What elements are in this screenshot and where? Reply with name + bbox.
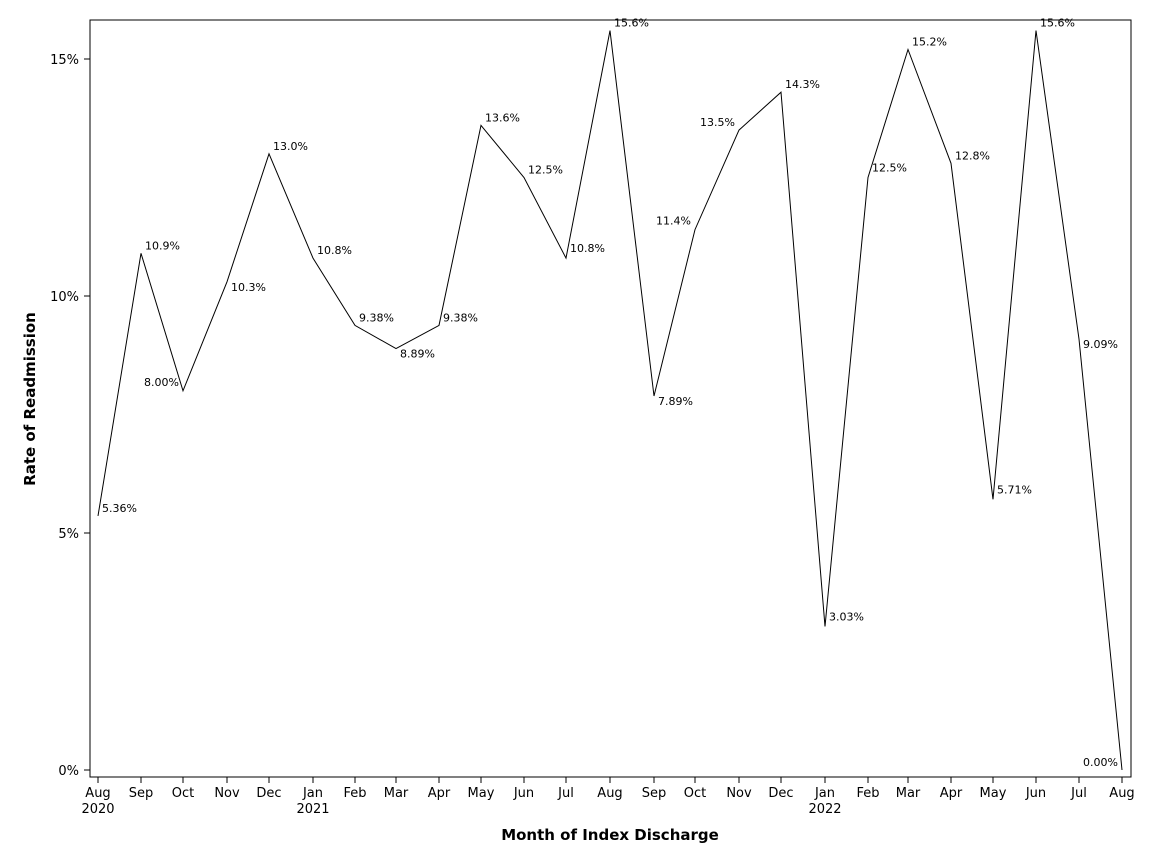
data-label: 13.6% — [485, 111, 520, 124]
x-tick-label: Jan — [814, 786, 835, 801]
data-label: 0.00% — [1083, 756, 1118, 769]
x-tick-label: Jan — [302, 786, 323, 801]
data-label: 11.4% — [656, 215, 691, 228]
x-tick-label: Nov — [726, 786, 752, 801]
plot-frame — [89, 19, 1132, 778]
x-tick-label: Jun — [513, 786, 534, 801]
data-label: 13.5% — [700, 116, 735, 129]
x-tick-label: Oct — [172, 786, 194, 801]
data-label: 10.8% — [570, 242, 605, 255]
x-tick-label: Jul — [1070, 786, 1087, 801]
x-tick-label: Oct — [684, 786, 706, 801]
x-tick-label: Sep — [129, 786, 154, 801]
data-label: 10.8% — [317, 244, 352, 257]
data-label: 9.09% — [1083, 338, 1118, 351]
x-year-label: 2020 — [81, 802, 114, 817]
data-labels: 5.36% 10.9% 8.00% 10.3% 13.0% 10.8% 9.38% 8.89%… — [102, 17, 1118, 769]
y-tick-label: 15% — [50, 53, 79, 68]
data-label: 12.5% — [872, 162, 907, 175]
x-tick-label: Apr — [940, 786, 963, 801]
x-tick-label: Feb — [856, 786, 879, 801]
data-label: 10.3% — [231, 281, 266, 294]
data-label: 8.00% — [144, 376, 179, 389]
data-label: 13.0% — [273, 140, 308, 153]
data-label: 12.5% — [528, 164, 563, 177]
x-tick-label: Aug — [85, 786, 110, 801]
x-axis: Aug Sep Oct Nov Dec Jan Feb Mar Apr May Jun Jul Aug S… — [81, 777, 1135, 817]
data-label: 3.03% — [829, 610, 864, 623]
x-tick-label: Aug — [597, 786, 622, 801]
x-tick-label: Dec — [256, 786, 281, 801]
x-tick-label: Jun — [1025, 786, 1046, 801]
x-tick-label: May — [468, 786, 495, 801]
x-tick-label: Mar — [384, 786, 409, 801]
x-year-label: 2021 — [296, 802, 329, 817]
data-label: 10.9% — [145, 239, 180, 252]
data-label: 15.6% — [614, 17, 649, 30]
data-label: 5.36% — [102, 502, 137, 515]
y-tick-label: 5% — [58, 527, 79, 542]
y-axis: 0% 5% 10% 15% — [50, 53, 90, 779]
series-line — [97, 30, 1123, 771]
x-tick-label: Sep — [642, 786, 667, 801]
series-readmission-rate — [97, 30, 1123, 771]
y-tick-label: 0% — [58, 764, 79, 779]
data-label: 7.89% — [658, 395, 693, 408]
x-tick-label: Mar — [896, 786, 921, 801]
data-label: 12.8% — [955, 149, 990, 162]
x-tick-label: Feb — [343, 786, 366, 801]
x-year-label: 2022 — [808, 802, 841, 817]
data-label: 15.2% — [912, 36, 947, 49]
x-tick-label: Apr — [428, 786, 451, 801]
x-tick-label: Jul — [557, 786, 574, 801]
y-axis-title: Rate of Readmission — [21, 312, 39, 486]
x-tick-label: May — [980, 786, 1007, 801]
y-tick-label: 10% — [50, 290, 79, 305]
data-label: 8.89% — [400, 348, 435, 361]
x-tick-label: Nov — [214, 786, 240, 801]
data-label: 9.38% — [359, 311, 394, 324]
data-label: 9.38% — [443, 311, 478, 324]
data-label: 5.71% — [997, 483, 1032, 496]
data-label: 15.6% — [1040, 17, 1075, 30]
data-label: 14.3% — [785, 78, 820, 91]
x-axis-title: Month of Index Discharge — [501, 826, 719, 844]
x-tick-label: Dec — [768, 786, 793, 801]
x-tick-label: Aug — [1109, 786, 1134, 801]
